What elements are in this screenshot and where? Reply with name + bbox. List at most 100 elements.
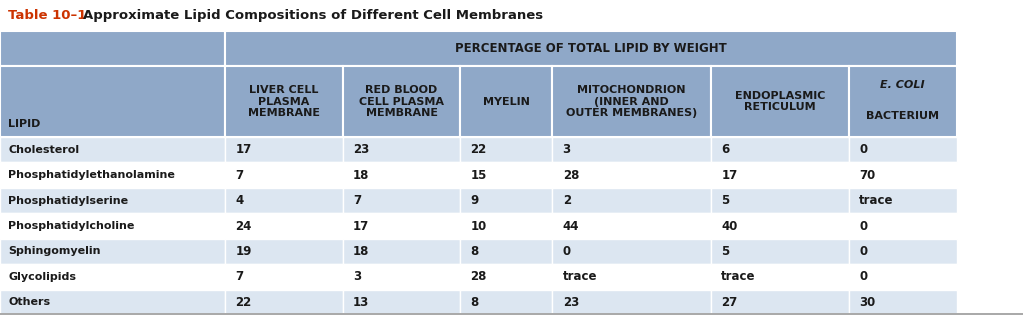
Bar (0, 32, 225, 66)
Text: 7: 7 (235, 169, 243, 182)
Bar (849, 163, 957, 188)
Bar (711, 289, 849, 315)
Bar (225, 264, 343, 289)
Text: trace: trace (563, 270, 597, 284)
Text: 22: 22 (471, 143, 487, 156)
Bar (849, 188, 957, 213)
Text: 17: 17 (721, 169, 738, 182)
Text: Phosphatidylserine: Phosphatidylserine (8, 196, 128, 206)
Bar (225, 188, 343, 213)
Bar (711, 213, 849, 239)
Text: 44: 44 (563, 220, 579, 232)
Bar (0, 264, 225, 289)
Bar (460, 289, 552, 315)
Bar (849, 289, 957, 315)
Bar (711, 137, 849, 163)
Bar (849, 264, 957, 289)
Text: 3: 3 (353, 270, 361, 284)
Text: 9: 9 (471, 194, 479, 207)
Bar (225, 239, 343, 264)
Text: 5: 5 (721, 245, 729, 258)
Text: 10: 10 (471, 220, 487, 232)
Text: RED BLOOD
CELL PLASMA
MEMBRANE: RED BLOOD CELL PLASMA MEMBRANE (359, 85, 444, 118)
Bar (460, 239, 552, 264)
Bar (0, 0, 1023, 32)
Bar (552, 66, 711, 137)
Bar (460, 163, 552, 188)
Text: LIPID: LIPID (8, 119, 41, 129)
Bar (0, 163, 225, 188)
Text: 2: 2 (563, 194, 571, 207)
Bar (849, 213, 957, 239)
Text: 4: 4 (235, 194, 243, 207)
Bar (0, 188, 225, 213)
Text: trace: trace (859, 194, 894, 207)
Bar (711, 163, 849, 188)
Text: 30: 30 (859, 296, 876, 309)
Bar (343, 137, 460, 163)
Text: 19: 19 (235, 245, 252, 258)
Bar (849, 66, 957, 137)
Bar (225, 137, 343, 163)
Text: 18: 18 (353, 169, 369, 182)
Text: PERCENTAGE OF TOTAL LIPID BY WEIGHT: PERCENTAGE OF TOTAL LIPID BY WEIGHT (455, 42, 726, 55)
Text: 0: 0 (859, 143, 868, 156)
Text: Table 10–1: Table 10–1 (8, 9, 91, 22)
Text: BACTERIUM: BACTERIUM (866, 111, 939, 121)
Bar (343, 289, 460, 315)
Bar (552, 289, 711, 315)
Text: 3: 3 (563, 143, 571, 156)
Bar (0, 137, 225, 163)
Bar (849, 239, 957, 264)
Text: Phosphatidylcholine: Phosphatidylcholine (8, 221, 135, 231)
Text: 70: 70 (859, 169, 876, 182)
Text: 7: 7 (235, 270, 243, 284)
Text: Others: Others (8, 297, 50, 307)
Text: 24: 24 (235, 220, 252, 232)
Bar (0, 289, 225, 315)
Text: LIVER CELL
PLASMA
MEMBRANE: LIVER CELL PLASMA MEMBRANE (248, 85, 320, 118)
Text: 23: 23 (353, 143, 369, 156)
Bar (552, 137, 711, 163)
Text: 0: 0 (859, 245, 868, 258)
Text: 23: 23 (563, 296, 579, 309)
Bar (552, 163, 711, 188)
Text: MYELIN: MYELIN (483, 97, 530, 106)
Text: 18: 18 (353, 245, 369, 258)
Bar (343, 163, 460, 188)
Text: 15: 15 (471, 169, 487, 182)
Bar (343, 264, 460, 289)
Text: 7: 7 (353, 194, 361, 207)
Bar (460, 66, 552, 137)
Bar (460, 264, 552, 289)
Text: Phosphatidylethanolamine: Phosphatidylethanolamine (8, 170, 175, 180)
Bar (225, 32, 957, 66)
Text: 0: 0 (859, 270, 868, 284)
Text: 6: 6 (721, 143, 729, 156)
Bar (552, 188, 711, 213)
Text: 27: 27 (721, 296, 738, 309)
Text: trace: trace (721, 270, 756, 284)
Text: 8: 8 (471, 296, 479, 309)
Bar (225, 213, 343, 239)
Bar (711, 239, 849, 264)
Text: 17: 17 (235, 143, 252, 156)
Text: Sphingomyelin: Sphingomyelin (8, 246, 100, 256)
Text: 28: 28 (471, 270, 487, 284)
Text: E. COLI: E. COLI (881, 80, 925, 90)
Text: Glycolipids: Glycolipids (8, 272, 76, 282)
Bar (343, 66, 460, 137)
Bar (711, 188, 849, 213)
Bar (343, 239, 460, 264)
Bar (552, 213, 711, 239)
Bar (225, 289, 343, 315)
Bar (460, 137, 552, 163)
Bar (711, 66, 849, 137)
Bar (0, 213, 225, 239)
Text: MITOCHONDRION
(INNER AND
OUTER MEMBRANES): MITOCHONDRION (INNER AND OUTER MEMBRANES… (566, 85, 698, 118)
Text: 0: 0 (563, 245, 571, 258)
Bar (225, 66, 343, 137)
Text: 13: 13 (353, 296, 369, 309)
Bar (552, 239, 711, 264)
Bar (711, 264, 849, 289)
